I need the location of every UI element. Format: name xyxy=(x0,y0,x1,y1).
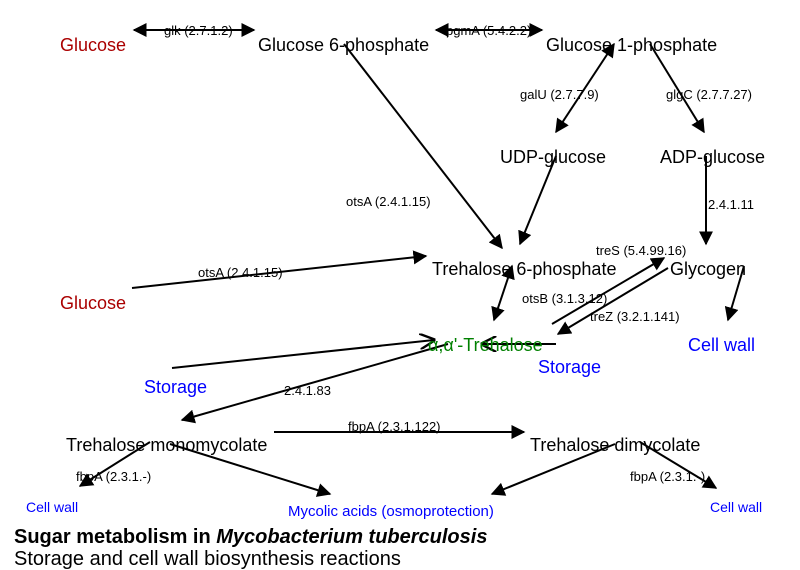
node-storage2: Storage xyxy=(538,358,601,378)
edges-layer xyxy=(0,0,800,570)
node-treS: treS (5.4.99.16) xyxy=(596,244,686,258)
node-treZ: treZ (3.2.1.141) xyxy=(590,310,680,324)
node-galU: galU (2.7.7.9) xyxy=(520,88,599,102)
node-tdm_cw: Cell wall xyxy=(710,500,762,515)
node-g6p: Glucose 6-phosphate xyxy=(258,36,429,56)
edge-e15 xyxy=(182,344,448,420)
node-g1p: Glucose 1-phosphate xyxy=(546,36,717,56)
node-ec24183: 2.4.1.83 xyxy=(284,384,331,398)
node-glycogen: Glycogen xyxy=(670,260,746,280)
node-mycolic: Mycolic acids (osmoprotection) xyxy=(288,504,494,521)
node-title_S: Sugar metabolism in Mycobacterium tuberc… xyxy=(14,526,487,548)
node-glk: glk (2.7.1.2) xyxy=(164,24,233,38)
node-t6p: Trehalose 6-phosphate xyxy=(432,260,616,280)
node-otsA2: otsA (2.4.1.15) xyxy=(198,266,283,280)
node-pgmA: pgmA (5.4.2.2) xyxy=(446,24,531,38)
node-glucose1: Glucose xyxy=(60,36,126,56)
node-glgC: glgC (2.7.7.27) xyxy=(666,88,752,102)
node-tmm: Trehalose monomycolate xyxy=(66,436,267,456)
node-udp_glc: UDP-glucose xyxy=(500,148,606,168)
node-tdm: Trehalose dimycolate xyxy=(530,436,700,456)
node-fbpA1: fbpA (2.3.1.122) xyxy=(348,420,441,434)
node-title_plain: Storage and cell wall biosynthesis react… xyxy=(14,548,401,570)
node-adp_glc: ADP-glucose xyxy=(660,148,765,168)
node-fbpA2: fbpA (2.3.1.-) xyxy=(76,470,151,484)
node-ec24111: 2.4.1.11 xyxy=(708,198,754,212)
node-otsB: otsB (3.1.3.12) xyxy=(522,292,607,306)
node-trehalose: α,α'-Trehalose xyxy=(428,336,543,356)
node-cellwall: Cell wall xyxy=(688,336,755,356)
edge-e6 xyxy=(520,156,556,244)
node-fbpA3: fbpA (2.3.1.-) xyxy=(630,470,705,484)
edge-e5 xyxy=(344,44,502,248)
node-tmm_cw: Cell wall xyxy=(26,500,78,515)
diagram-stage: Sugar metabolism in Mycobacterium tuberc… xyxy=(0,0,800,570)
node-otsA: otsA (2.4.1.15) xyxy=(346,195,431,209)
node-storage1: Storage xyxy=(144,378,207,398)
node-glucose2: Glucose xyxy=(60,294,126,314)
edge-e13 xyxy=(172,340,434,368)
